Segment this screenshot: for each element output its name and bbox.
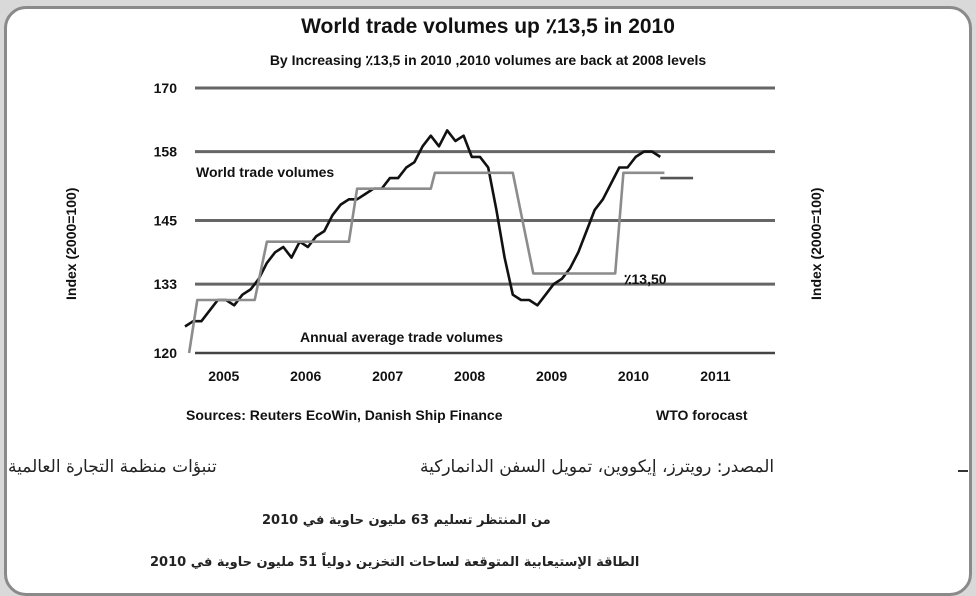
line-chart: 120 133 145 158 170 2005 2006 2007 2008 2009 2010… bbox=[154, 80, 775, 384]
arabic-line-2: الطاقة الإستيعابية المتوقعة لساحات التخز… bbox=[150, 555, 640, 570]
dash-divider bbox=[958, 470, 968, 472]
series-line-1 bbox=[187, 171, 665, 354]
series-lines bbox=[184, 129, 694, 354]
label-growth-percent: ٪13,50 bbox=[624, 271, 667, 287]
chart-annotations: World trade volumes Annual average trade … bbox=[196, 164, 667, 345]
y-tick-label: 120 bbox=[154, 345, 178, 361]
y-axis-label-left: Index (2000=100) bbox=[63, 187, 79, 300]
sources-note: Sources: Reuters EcoWin, Danish Ship Fin… bbox=[186, 407, 503, 423]
grid-lines bbox=[195, 86, 775, 355]
series-line-0 bbox=[184, 129, 662, 328]
x-tick-label: 2007 bbox=[372, 368, 403, 384]
forecast-note: WTO forocast bbox=[656, 407, 748, 423]
x-tick-label: 2005 bbox=[208, 368, 239, 384]
y-tick-label: 145 bbox=[154, 213, 178, 229]
y-tick-labels: 120 133 145 158 170 bbox=[154, 80, 178, 361]
x-tick-label: 2010 bbox=[618, 368, 649, 384]
chart-title: World trade volumes up ٪13,5 in 2010 bbox=[301, 15, 675, 38]
chart-subtitle: By Increasing ٪13,5 in 2010 ,2010 volume… bbox=[269, 52, 707, 68]
x-tick-label: 2011 bbox=[700, 368, 731, 384]
arabic-forecast-label: تنبؤات منظمة التجارة العالمية bbox=[8, 457, 217, 477]
y-tick-label: 158 bbox=[154, 144, 178, 160]
y-axis-label-right: Index (2000=100) bbox=[808, 187, 824, 300]
y-tick-label: 170 bbox=[154, 80, 178, 96]
arabic-line-1: من المنتظر تسليم 63 مليون حاوية في 2010 bbox=[262, 513, 551, 528]
y-tick-label: 133 bbox=[154, 276, 178, 292]
x-tick-label: 2008 bbox=[454, 368, 485, 384]
label-world-trade-volumes: World trade volumes bbox=[196, 164, 334, 180]
x-tick-label: 2006 bbox=[290, 368, 321, 384]
arabic-source-label: المصدر: رويترز، إيكووين، تمويل السفن الد… bbox=[420, 457, 775, 477]
x-tick-label: 2009 bbox=[536, 368, 567, 384]
chart-frame bbox=[4, 6, 972, 596]
x-tick-labels: 2005 2006 2007 2008 2009 2010 2011 bbox=[208, 368, 731, 384]
label-annual-average: Annual average trade volumes bbox=[300, 329, 503, 345]
